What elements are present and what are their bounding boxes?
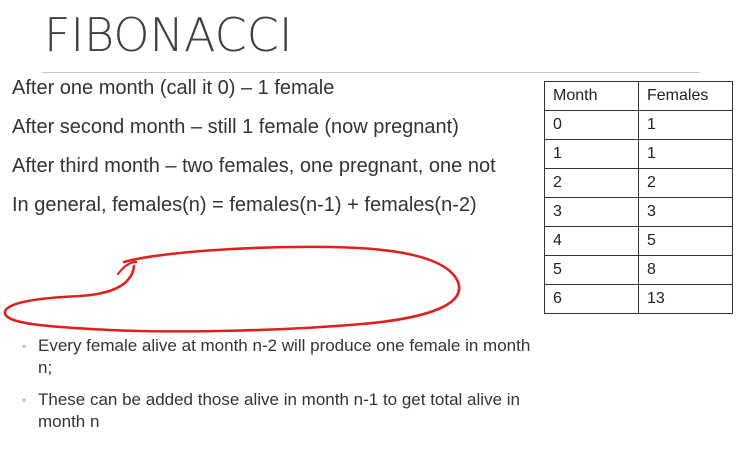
table-row: 0 1 xyxy=(544,110,733,140)
fibonacci-table: Month Females 0 1 1 1 2 2 3 3 4 xyxy=(544,81,733,314)
bullet-list: After one month (call it 0) – 1 female A… xyxy=(12,76,542,222)
sub-bullet-item: ◦ These can be added those alive in mont… xyxy=(22,389,542,433)
column-header-month: Month xyxy=(544,81,639,111)
table-cell-month: 5 xyxy=(544,255,639,285)
table-cell-month: 6 xyxy=(544,284,639,314)
table-cell-month: 4 xyxy=(544,226,639,256)
bullet-third-month: After third month – two females, one pre… xyxy=(12,155,496,177)
bullet-marker-icon: ◦ xyxy=(22,339,27,353)
sub-bullet-item: ◦ Every female alive at month n-2 will p… xyxy=(22,335,542,379)
table-cell-females: 2 xyxy=(638,168,733,198)
table-cell-month: 3 xyxy=(544,197,639,227)
hand-drawn-ellipse-tail xyxy=(116,260,138,276)
table-cell-month: 1 xyxy=(544,139,639,169)
table-cell-females: 13 xyxy=(638,284,733,314)
title-divider xyxy=(42,72,700,73)
sub-bullet-text: Every female alive at month n-2 will pro… xyxy=(38,336,531,377)
table-row: 4 5 xyxy=(544,226,733,256)
table-row: 2 2 xyxy=(544,168,733,198)
column-header-females: Females xyxy=(638,81,733,111)
table-cell-females: 5 xyxy=(638,226,733,256)
table-cell-month: 2 xyxy=(544,168,639,198)
table-header-row: Month Females xyxy=(544,81,733,111)
bullet-general-formula: In general, females(n) = females(n-1) + … xyxy=(12,194,477,216)
sub-bullet-text: These can be added those alive in month … xyxy=(38,390,520,431)
table-cell-females: 3 xyxy=(638,197,733,227)
table-row: 6 13 xyxy=(544,284,733,314)
table-row: 1 1 xyxy=(544,139,733,169)
table-cell-month: 0 xyxy=(544,110,639,140)
bullet-second-month: After second month – still 1 female (now… xyxy=(12,116,459,138)
table-cell-females: 8 xyxy=(638,255,733,285)
hand-drawn-ellipse xyxy=(3,245,461,333)
table-cell-females: 1 xyxy=(638,139,733,169)
bullet-marker-icon: ◦ xyxy=(22,393,27,407)
table-row: 5 8 xyxy=(544,255,733,285)
bullet-month-0: After one month (call it 0) – 1 female xyxy=(12,77,335,99)
table-row: 3 3 xyxy=(544,197,733,227)
sub-bullet-list: ◦ Every female alive at month n-2 will p… xyxy=(22,335,542,443)
table-cell-females: 1 xyxy=(638,110,733,140)
slide-title: FIBONACCI xyxy=(44,8,293,62)
